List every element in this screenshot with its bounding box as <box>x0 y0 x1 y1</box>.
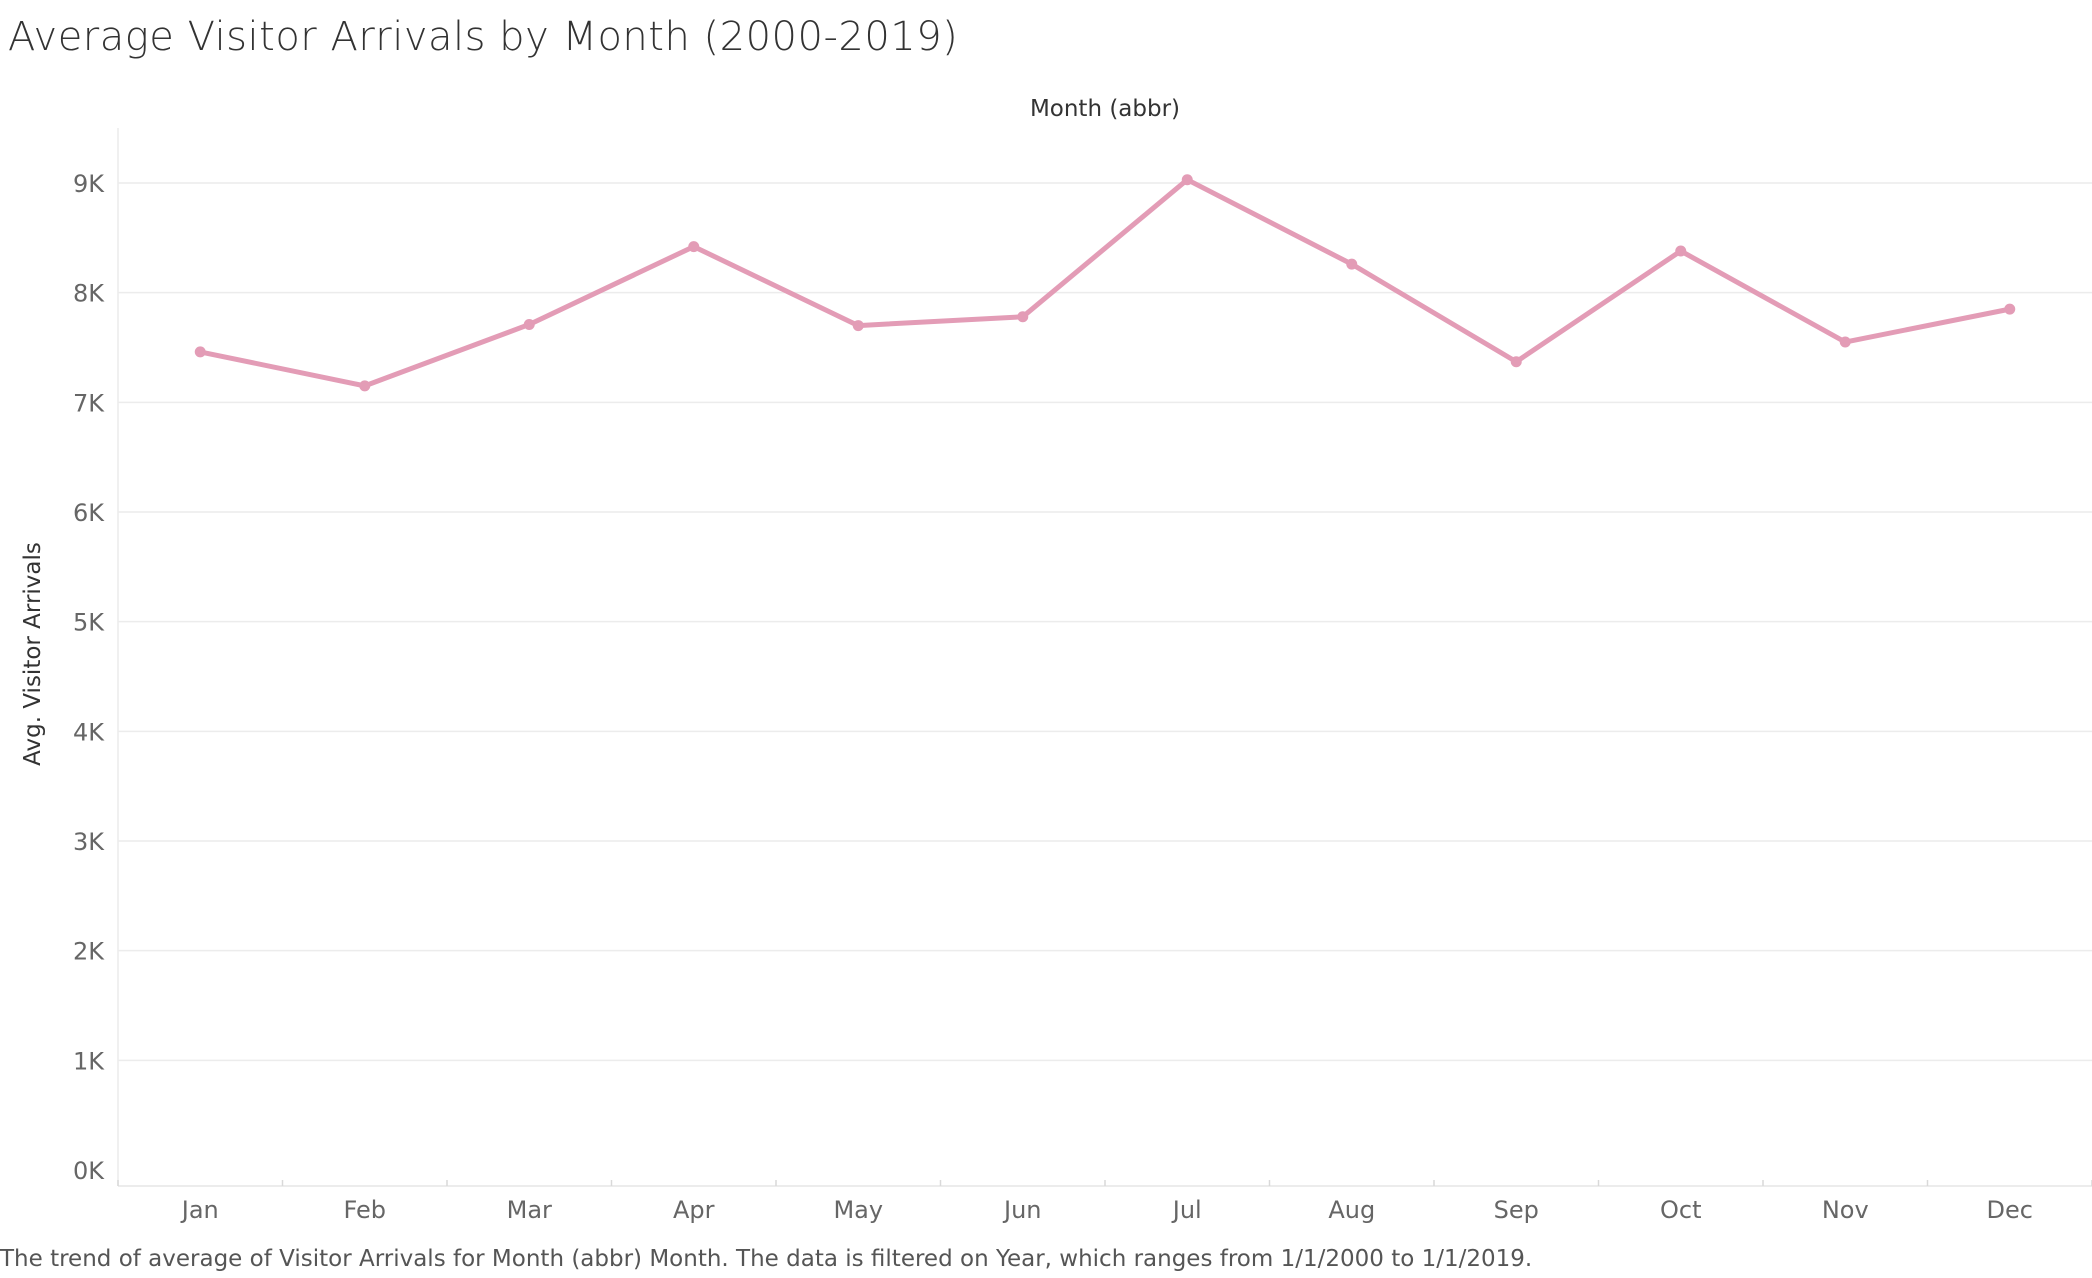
data-point <box>2004 303 2016 315</box>
data-point <box>1346 258 1358 270</box>
x-tick-label: Sep <box>1494 1196 1539 1224</box>
data-point <box>688 241 700 253</box>
x-tick-label: Nov <box>1822 1196 1869 1224</box>
y-tick-label: 2K <box>73 938 105 966</box>
data-point <box>359 380 371 392</box>
x-tick-label: May <box>833 1196 883 1224</box>
x-tick-label: Apr <box>673 1196 715 1224</box>
x-tick-label: Oct <box>1660 1196 1702 1224</box>
series-line-group <box>197 177 2013 389</box>
x-tick-label: Feb <box>344 1196 387 1224</box>
chart-caption: The trend of average of Visitor Arrivals… <box>0 1246 1533 1272</box>
x-axis-title: Month (abbr) <box>1030 96 1180 122</box>
data-point <box>194 346 206 358</box>
x-tick-label: Aug <box>1328 1196 1375 1224</box>
x-tick-labels: Jan Feb Mar Apr May Jun Jul Aug Sep Oct Nov Dec <box>180 1196 2033 1224</box>
y-tick-label: 8K <box>73 280 105 308</box>
y-tick-label: 6K <box>73 499 105 527</box>
x-tick-label: Jan <box>180 1196 219 1224</box>
x-tick-label: Jun <box>1002 1196 1042 1224</box>
data-point <box>1181 174 1193 186</box>
y-tick-label: 5K <box>73 609 105 637</box>
x-tick-label: Dec <box>1987 1196 2033 1224</box>
data-point <box>1017 311 1029 323</box>
axes <box>117 128 2092 1187</box>
data-point <box>852 320 864 332</box>
x-tick-label: Jul <box>1171 1196 1202 1224</box>
data-point <box>1675 245 1687 257</box>
data-point <box>523 318 535 330</box>
y-axis-title: Avg. Visitor Arrivals <box>20 542 46 766</box>
gridlines <box>118 182 2092 1062</box>
y-tick-labels: 0K 1K 2K 3K 4K 5K 6K 7K 8K 9K <box>73 170 105 1185</box>
data-point <box>1510 356 1522 368</box>
data-points <box>194 174 2016 392</box>
x-tick-label: Mar <box>507 1196 552 1224</box>
chart-title: Average Visitor Arrivals by Month (2000-… <box>8 14 959 60</box>
data-point <box>1839 336 1851 348</box>
y-tick-label: 4K <box>73 718 105 746</box>
y-tick-label: 3K <box>73 828 105 856</box>
y-tick-label: 0K <box>73 1157 105 1185</box>
y-tick-label: 9K <box>73 170 105 198</box>
series-line <box>197 177 2013 389</box>
y-tick-label: 7K <box>73 389 105 417</box>
y-tick-label: 1K <box>73 1047 105 1075</box>
